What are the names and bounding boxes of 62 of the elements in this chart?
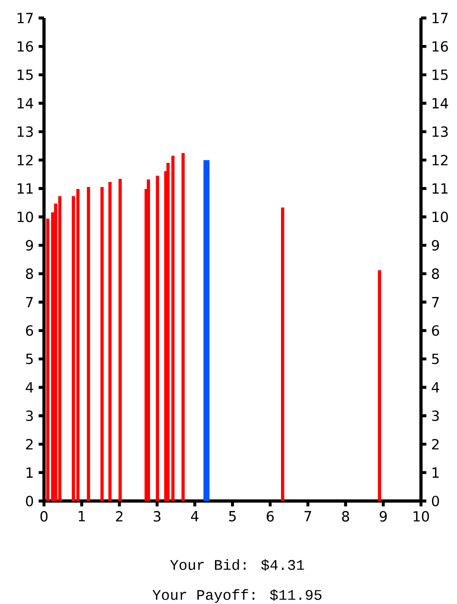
x-tick-label: 8: [342, 511, 350, 522]
bar: [281, 208, 284, 502]
y2-tick-label: 7: [26, 297, 33, 308]
y-tick-label: 4: [432, 382, 440, 392]
text: Your Payoff: $11.95: [152, 589, 322, 603]
y-tick-label: 10: [432, 212, 448, 222]
y-tick-label: 15: [432, 70, 448, 80]
bar: [182, 152, 185, 502]
y-tick-label: 0: [432, 496, 439, 506]
bar: [146, 179, 150, 502]
bar: [76, 189, 80, 502]
text: Your Bid: $4.31: [170, 559, 304, 571]
y2-tick-label: 2: [26, 438, 33, 450]
y2-tick-label: 8: [26, 268, 33, 279]
x-tick-label: 3: [154, 511, 160, 522]
x-tick-label: 5: [229, 511, 236, 522]
y2-tick-label: 12: [18, 154, 33, 166]
y-tick-label: 2: [432, 438, 439, 450]
y2-tick-label: 3: [26, 410, 33, 422]
y-tick-label: 16: [432, 41, 448, 52]
x-tick-label: 7: [304, 511, 312, 522]
bar: [156, 176, 160, 502]
y2-tick-label: 5: [26, 354, 33, 364]
y-tick-label: 6: [432, 325, 440, 336]
y-tick-label: 5: [432, 354, 439, 364]
x-tick-label: 6: [266, 511, 274, 522]
y-tick-label: 11: [432, 183, 448, 194]
y-tick-label: 8: [432, 268, 439, 279]
x-tick-label: 4: [191, 511, 198, 522]
bar: [100, 187, 104, 502]
y-tick-label: 17: [432, 12, 448, 24]
y-tick-label: 3: [432, 410, 439, 422]
bar: [166, 162, 170, 502]
x-tick-label: 0: [40, 511, 48, 522]
y-tick-label: 14: [432, 98, 448, 108]
y2-tick-label: 1: [26, 467, 33, 478]
y2-tick-label: 9: [26, 240, 33, 251]
y2-tick-label: 6: [26, 325, 34, 336]
y2-tick-label: 10: [18, 212, 34, 222]
x-tick-label: 2: [116, 511, 122, 522]
y-tick-label: 9: [432, 240, 439, 251]
y-tick-label: 12: [432, 154, 448, 166]
y2-tick-label: 15: [18, 70, 33, 80]
x-tick-label: 1: [78, 511, 85, 522]
y2-tick-label: 16: [18, 41, 34, 52]
bar: [171, 156, 175, 502]
bar: [58, 196, 62, 502]
x-tick-label: 10: [414, 511, 429, 522]
y2-tick-label: 0: [26, 496, 34, 506]
y-tick-label: 13: [432, 126, 448, 137]
bar: [118, 178, 122, 502]
y2-tick-label: 17: [18, 12, 33, 24]
y2-tick-label: 4: [26, 382, 34, 392]
y-tick-label: 1: [432, 467, 439, 478]
bar: [378, 270, 382, 502]
bar: [108, 182, 112, 502]
y2-tick-label: 11: [18, 183, 33, 194]
x-tick-label: 9: [380, 511, 387, 522]
y-tick-label: 7: [432, 297, 439, 308]
bar: [86, 187, 90, 502]
y2-tick-label: 14: [18, 98, 34, 108]
y2-tick-label: 13: [18, 126, 33, 137]
